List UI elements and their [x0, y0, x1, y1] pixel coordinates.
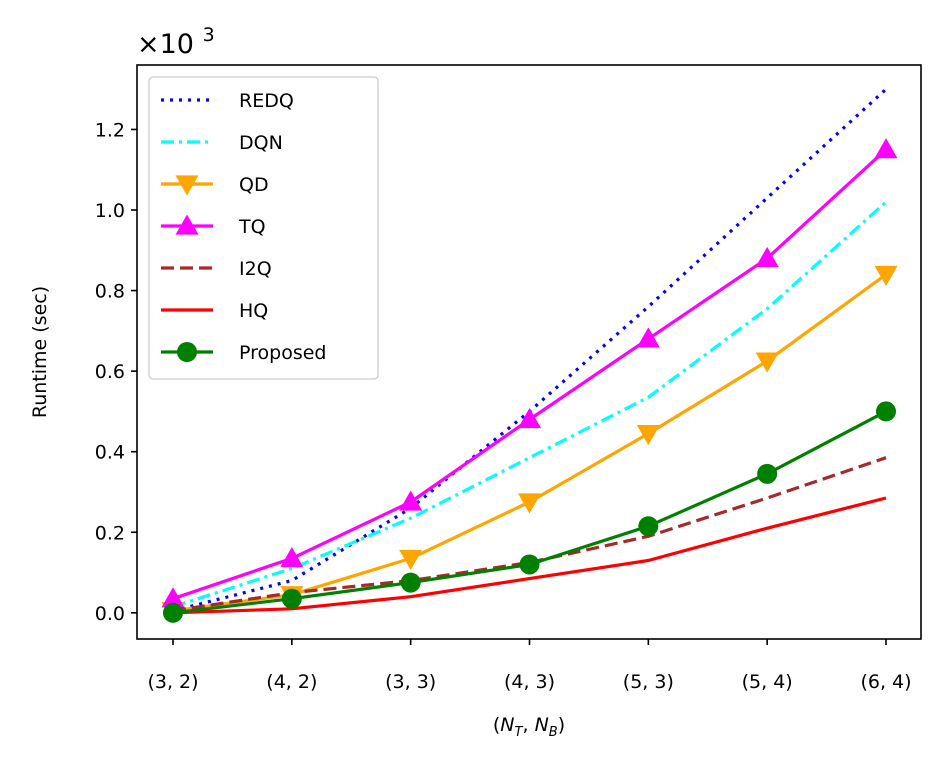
ticks-layer: 0.0 0.2 0.4 0.6 0.8 1.0 1.2 (3, 2) (4, 2) (3, 3) (…: [95, 119, 912, 693]
legend-entry-hq: HQ: [161, 300, 268, 322]
legend-entry-tq: TQ: [161, 214, 266, 238]
y-tick-label: 0.6: [95, 361, 125, 383]
data-point-proposed-0: [163, 602, 183, 623]
data-point-tq-2: [399, 490, 423, 511]
series-line-dqn: [172, 200, 888, 609]
series-layer: [161, 88, 898, 623]
y-tick-label: 0.2: [95, 522, 125, 544]
data-point-qd-4: [636, 424, 660, 446]
y-multiplier-base: ×10: [137, 29, 194, 60]
x-tick-label: (5, 3): [623, 671, 674, 693]
data-point-tq-5: [755, 246, 779, 267]
y-tick-label: 0.0: [95, 603, 125, 625]
legend-entry-qd: QD: [161, 174, 269, 196]
data-point-tq-1: [280, 546, 304, 568]
legend: REDQ DQN QD TQ I2Q HQ Proposed: [148, 76, 379, 380]
data-point-proposed-3: [519, 554, 540, 575]
legend-marker: [175, 214, 199, 235]
data-point-proposed-2: [400, 572, 421, 593]
series-proposed: [163, 401, 896, 623]
legend-entry-i2q: I2Q: [161, 258, 272, 280]
legend-label: Proposed: [239, 342, 326, 364]
data-point-proposed-6: [876, 401, 896, 422]
legend-entry-proposed: Proposed: [161, 342, 326, 364]
legend-label: TQ: [238, 216, 266, 238]
data-point-proposed-1: [281, 588, 302, 609]
data-point-tq-0: [161, 587, 185, 608]
legend-label: HQ: [239, 300, 268, 322]
x-tick-label: (4, 3): [504, 671, 555, 693]
data-point-qd-2: [399, 549, 423, 570]
data-point-qd-3: [518, 493, 541, 514]
series-dqn: [172, 200, 888, 609]
x-tick-label: (6, 4): [860, 671, 911, 693]
series-line-hq: [172, 496, 887, 615]
legend-marker: [175, 175, 199, 196]
x-axis-label: (NT, NB): [493, 714, 565, 740]
x-tick-label: (5, 4): [742, 671, 793, 693]
legend-entry-dqn: DQN: [161, 132, 283, 154]
data-point-proposed-5: [757, 463, 778, 484]
legend-label: REDQ: [239, 90, 294, 112]
data-point-tq-6: [874, 138, 898, 159]
y-tick-label: 1.0: [95, 200, 125, 222]
y-tick-label: 1.2: [95, 119, 125, 141]
legend-box: [148, 76, 379, 380]
data-point-qd-5: [755, 352, 779, 373]
legend-label: QD: [239, 174, 269, 196]
y-tick-label: 0.4: [95, 442, 125, 464]
legend-label: I2Q: [239, 258, 272, 280]
series-hq: [172, 496, 887, 615]
y-tick-label: 0.8: [95, 281, 125, 303]
data-point-tq-4: [636, 327, 660, 348]
x-tick-label: (3, 2): [147, 671, 198, 693]
data-point-tq-3: [518, 407, 541, 429]
y-multiplier: ×10 3: [137, 24, 215, 60]
y-multiplier-exponent: 3: [203, 24, 215, 46]
y-axis-label: Runtime (sec): [29, 286, 51, 418]
x-tick-label: (3, 3): [385, 671, 436, 693]
data-point-proposed-4: [638, 516, 659, 537]
legend-label: DQN: [239, 132, 283, 154]
legend-entry-redq: REDQ: [161, 90, 294, 112]
x-tick-label: (4, 2): [266, 671, 317, 693]
legend-marker: [177, 342, 197, 362]
series-tq: [161, 138, 898, 608]
data-point-qd-6: [874, 265, 898, 286]
